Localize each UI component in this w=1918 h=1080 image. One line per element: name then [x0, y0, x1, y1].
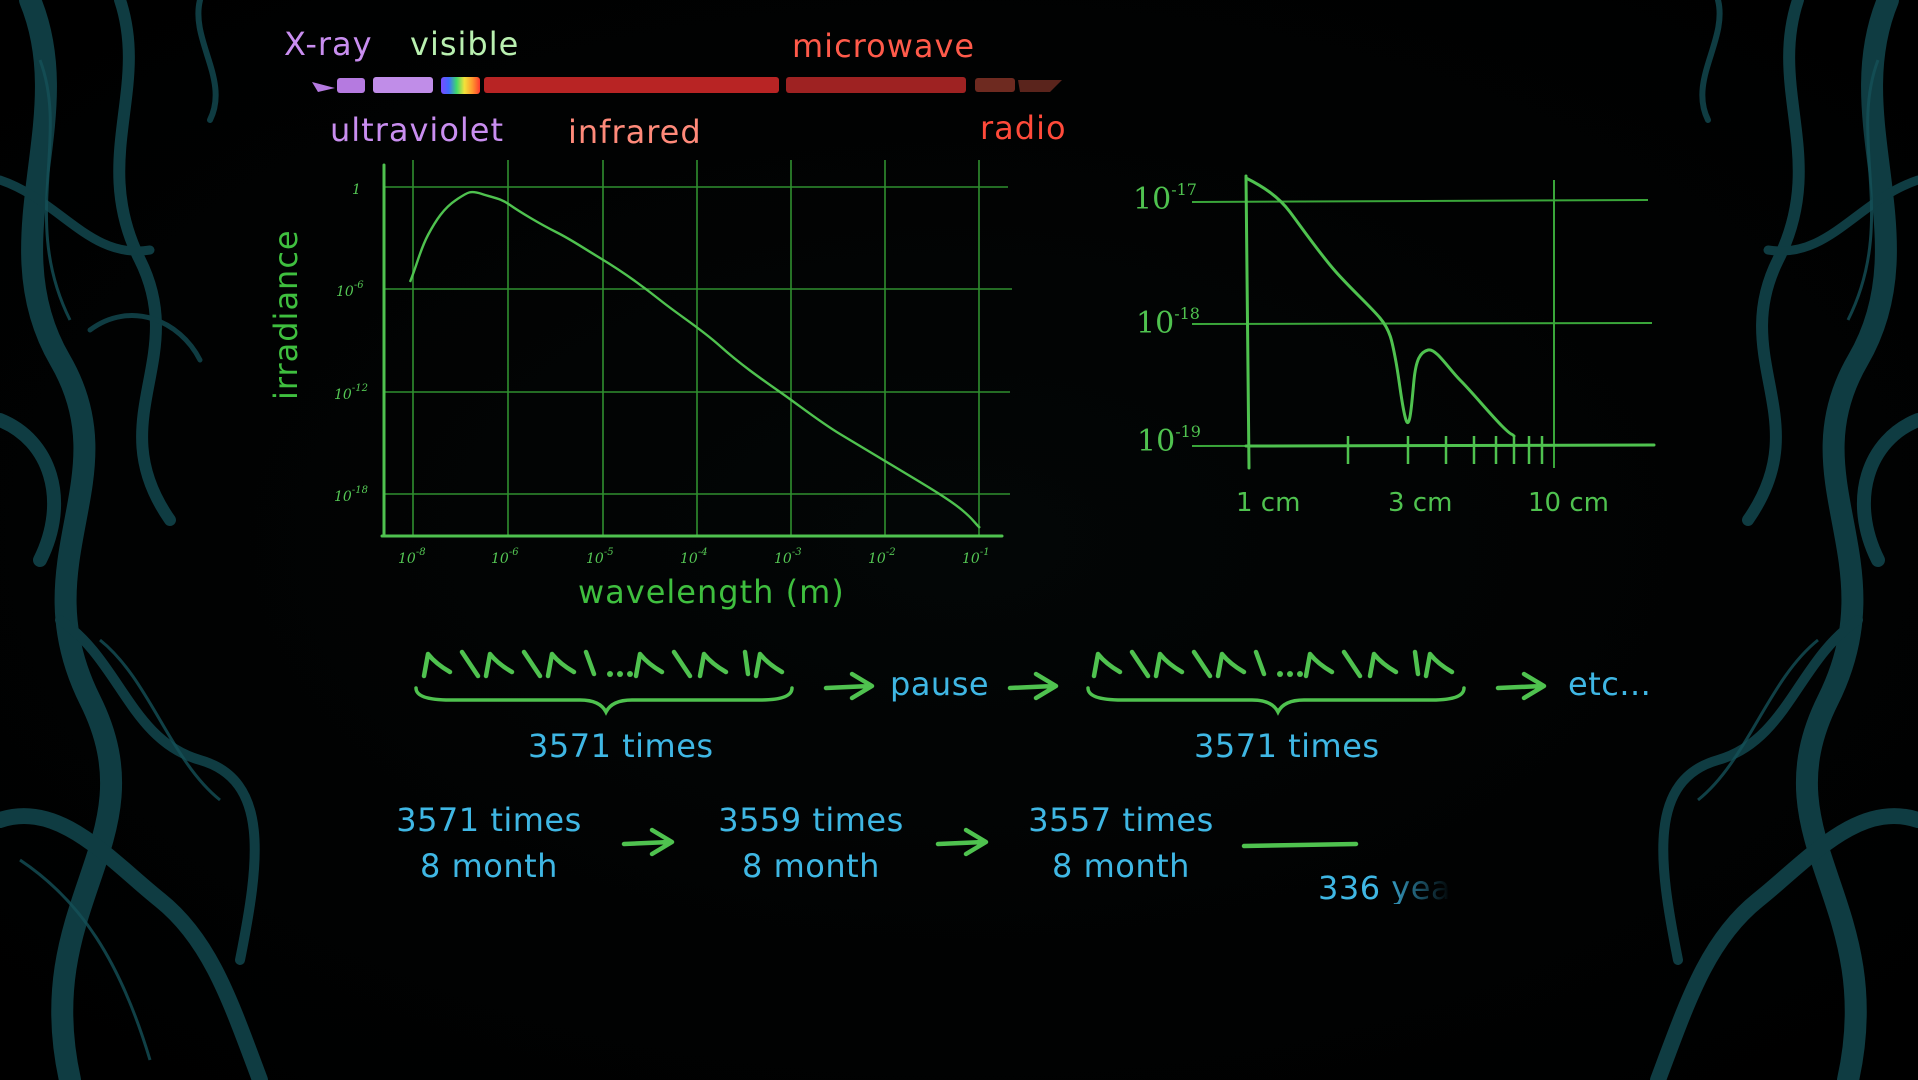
chart1-ytick-3: 10-12 [334, 383, 368, 403]
braces [414, 686, 1466, 716]
radio-label: radio [980, 109, 1067, 147]
infrared-label: infrared [568, 113, 702, 151]
radio-segment [975, 78, 1015, 92]
infrared-segment [484, 77, 779, 93]
timeline-tail-line [1241, 841, 1359, 849]
pulse-dots [607, 671, 1303, 677]
timeline-times-3: 3557 times [1028, 801, 1214, 839]
chart1-grid [384, 160, 1012, 536]
right-vine-border [1650, 0, 1918, 1080]
chart1-ytick-4: 10-18 [334, 485, 368, 505]
count-label-2: 3571 times [1194, 727, 1380, 765]
chart1-xlabel: wavelength (m) [578, 573, 845, 611]
chart1-xtick-6: 10-2 [868, 547, 896, 567]
sequence-arrows [823, 671, 1547, 701]
pulse-train-2 [1091, 649, 1455, 679]
chart1-xtick-5: 10-3 [774, 547, 802, 567]
timeline-duration-3: 8 month [1052, 847, 1190, 885]
etc-label: etc... [1568, 665, 1652, 703]
chart2-xtick-2: 3 cm [1388, 488, 1453, 518]
timeline-times-2: 3559 times [718, 801, 904, 839]
ultraviolet-segment [373, 77, 433, 93]
chart1-xtick-4: 10-4 [680, 547, 708, 567]
chart2-minor-ticks [1346, 436, 1544, 464]
chart1-xtick-3: 10-5 [586, 547, 614, 567]
chart1-xtick-2: 10-6 [491, 547, 519, 567]
pulse-train-1 [421, 649, 785, 679]
chart2-ytick-2: 10-18 [1136, 304, 1200, 341]
irradiance-curve [408, 190, 981, 529]
chart1-axes [380, 163, 1004, 538]
timeline-times-1: 3571 times [396, 801, 582, 839]
chart1-xtick-7: 10-1 [962, 547, 990, 567]
xray-label: X-ray [284, 25, 373, 63]
xray-segment [337, 78, 365, 93]
chart1-ytick-2: 10-6 [336, 280, 364, 300]
pause-label: pause [890, 665, 990, 703]
chart1-ytick-1: 1 [352, 182, 361, 198]
chart2-ytick-1: 10-17 [1133, 180, 1197, 217]
microwave-label: microwave [792, 27, 976, 65]
cmb-curve [1244, 176, 1516, 438]
timeline-duration-2: 8 month [742, 847, 880, 885]
chart2-xtick-3: 10 cm [1528, 488, 1609, 518]
chart2-ytick-3: 10-19 [1137, 422, 1201, 459]
visible-label: visible [410, 25, 520, 63]
chart1-xtick-1: 10-8 [398, 547, 426, 567]
timeline-tail-label: 336 years [1318, 872, 1458, 904]
chart2-xtick-1: 1 cm [1236, 488, 1301, 518]
ultraviolet-label: ultraviolet [330, 111, 505, 149]
visible-segment [441, 77, 480, 94]
chart2-axes [1244, 174, 1656, 470]
count-label-1: 3571 times [528, 727, 714, 765]
microwave-segment [786, 77, 966, 93]
timeline-duration-1: 8 month [420, 847, 558, 885]
left-vine-border [0, 0, 268, 1080]
